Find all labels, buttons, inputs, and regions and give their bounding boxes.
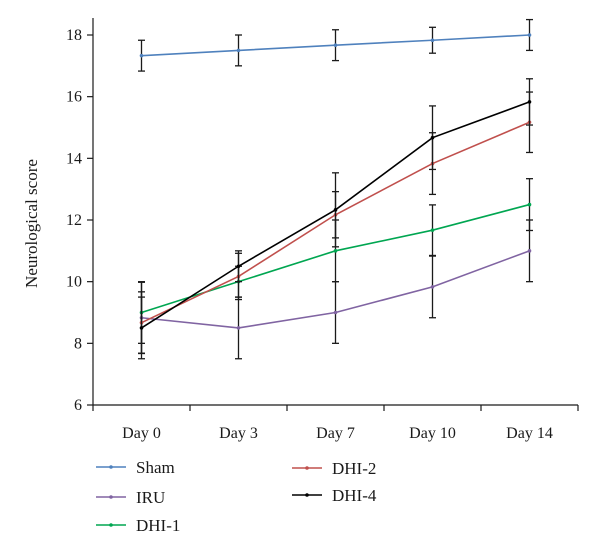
series-layer: [138, 18, 533, 360]
series-iru: [138, 219, 533, 360]
data-point: [333, 249, 338, 253]
legend-marker: [109, 495, 113, 499]
legend-item-iru: IRU: [96, 488, 165, 507]
series-sham: [138, 18, 533, 72]
data-point: [236, 264, 241, 269]
data-point: [430, 228, 435, 232]
series-dhi-4: [138, 78, 533, 360]
legend-label: DHI-1: [136, 516, 180, 535]
legend-marker: [109, 523, 113, 527]
x-tick-label: Day 7: [316, 425, 355, 442]
legend: Sham IRU DHI-1 DHI-2 DHI-4: [96, 458, 377, 535]
data-point: [430, 38, 435, 43]
legend-marker: [305, 466, 309, 470]
data-point: [527, 249, 532, 253]
y-tick-label: 6: [74, 397, 82, 414]
y-tick-label: 16: [66, 89, 82, 106]
y-tick-label: 12: [66, 212, 82, 229]
legend-item-sham: Sham: [96, 458, 175, 477]
data-point: [527, 202, 532, 207]
y-tick-label: 14: [66, 150, 82, 167]
data-point: [333, 208, 338, 212]
legend-label: DHI-2: [332, 459, 376, 478]
legend-label: Sham: [136, 458, 175, 477]
y-tick-label: 18: [66, 27, 82, 44]
data-point: [430, 285, 435, 289]
data-point: [527, 100, 532, 104]
data-point: [333, 43, 338, 47]
legend-item-dhi-2: DHI-2: [292, 459, 376, 478]
legend-marker: [305, 493, 309, 497]
legend-item-dhi-4: DHI-4: [292, 486, 377, 505]
data-point: [430, 135, 435, 140]
y-tick-label: 8: [74, 335, 82, 352]
legend-marker: [109, 465, 113, 469]
data-point: [139, 53, 144, 58]
data-point: [527, 33, 532, 37]
x-tick-label: Day 3: [219, 425, 258, 442]
legend-label: IRU: [136, 488, 165, 507]
data-point: [333, 310, 338, 315]
axes: 6 8 10 12 14 16 18 Day 0 Day 3 Day 7 Day 10 Day 14 N…: [22, 18, 579, 442]
x-tick-label: Day 14: [506, 425, 553, 442]
y-axis-title: Neurological score: [22, 159, 41, 288]
data-point: [236, 48, 241, 53]
y-tick-label: 10: [66, 274, 82, 291]
legend-label: DHI-4: [332, 486, 377, 505]
x-tick-label: Day 0: [122, 425, 161, 442]
data-point: [139, 326, 144, 330]
x-tick-label: Day 10: [409, 425, 456, 442]
data-point: [236, 326, 241, 330]
legend-item-dhi-1: DHI-1: [96, 516, 180, 535]
